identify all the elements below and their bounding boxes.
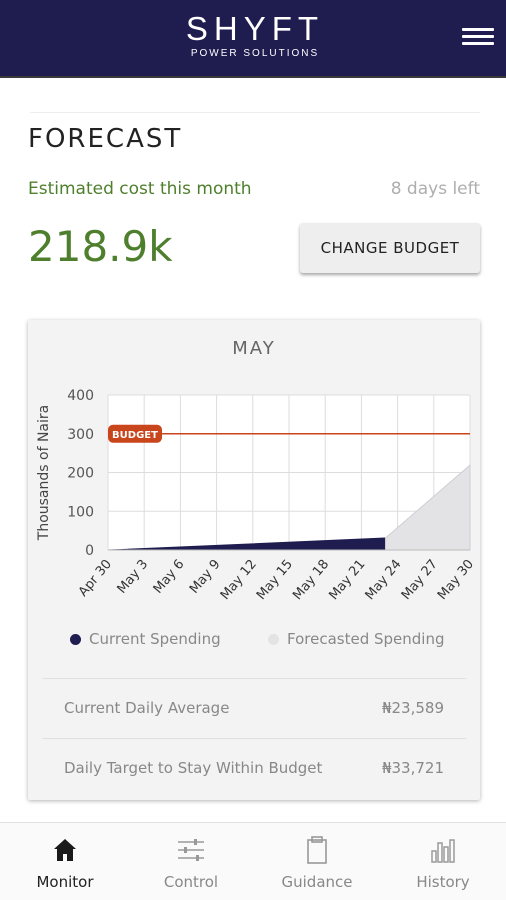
x-tick-label: May 15	[254, 557, 296, 603]
nav-history[interactable]: History	[380, 823, 506, 900]
stat-row-daily-target: Daily Target to Stay Within Budget ₦33,7…	[42, 738, 466, 798]
nav-guidance[interactable]: Guidance	[254, 823, 380, 900]
nav-control-label: Control	[163, 873, 219, 891]
daily-target-value: ₦33,721	[381, 759, 444, 777]
nav-history-label: History	[416, 873, 470, 891]
legend-current: Current Spending	[70, 630, 221, 648]
hamburger-menu-icon[interactable]	[458, 24, 498, 54]
x-tick-label: May 3	[115, 557, 152, 597]
legend-forecasted-label: Forecasted Spending	[287, 630, 445, 648]
forecasted-spending-swatch	[268, 634, 279, 645]
nav-control[interactable]: Control	[128, 823, 254, 900]
nav-monitor[interactable]: Monitor	[2, 823, 128, 900]
clipboard-icon	[307, 836, 327, 864]
y-tick-label: 300	[67, 427, 94, 443]
x-tick-label: May 24	[363, 557, 405, 603]
x-tick-label: May 6	[151, 557, 188, 597]
monthly-chart-card: MAY 0 100 200 300 400 Apr 30 May 3 May 6 May 9 Ma…	[28, 320, 480, 800]
daily-average-label: Current Daily Average	[64, 699, 230, 717]
section-divider	[30, 112, 480, 113]
home-icon	[54, 839, 76, 861]
stat-row-daily-average: Current Daily Average ₦23,589	[42, 678, 466, 738]
budget-badge	[108, 424, 162, 443]
y-axis-label: Thousands of Naira	[36, 405, 52, 541]
x-tick-label: Apr 30	[76, 557, 115, 600]
bottom-navigation: Monitor Control Guidance History	[0, 822, 506, 900]
y-tick-label: 400	[67, 388, 94, 404]
x-tick-label: May 30	[435, 557, 477, 603]
nav-guidance-label: Guidance	[281, 873, 353, 891]
days-left-label: 8 days left	[390, 179, 480, 199]
y-tick-label: 200	[67, 466, 94, 482]
app-header: SHYFT POWER SOLUTIONS	[0, 0, 506, 78]
y-tick-label: 0	[85, 543, 94, 559]
y-tick-label: 100	[67, 504, 94, 520]
x-tick-label: May 27	[399, 557, 441, 603]
legend-current-label: Current Spending	[89, 630, 221, 648]
bar-chart-icon	[431, 839, 455, 863]
sliders-icon	[178, 839, 204, 861]
logo-tagline: POWER SOLUTIONS	[190, 48, 320, 59]
estimated-cost-label: Estimated cost this month	[28, 179, 252, 199]
budget-badge-label: BUDGET	[112, 430, 158, 441]
current-spending-swatch	[70, 634, 81, 645]
estimated-cost-value: 218.9k	[28, 222, 173, 271]
change-budget-button[interactable]: CHANGE BUDGET	[300, 223, 480, 273]
forecast-title: FORECAST	[28, 124, 183, 154]
legend-forecasted: Forecasted Spending	[268, 630, 445, 648]
chart-month-title: MAY	[232, 338, 276, 359]
nav-monitor-label: Monitor	[36, 873, 94, 891]
x-tick-label: May 21	[326, 557, 368, 603]
x-tick-label: May 9	[187, 557, 224, 597]
logo-wordmark: SHYFT	[185, 10, 325, 47]
x-tick-label: May 18	[290, 557, 332, 603]
daily-target-label: Daily Target to Stay Within Budget	[64, 759, 323, 777]
daily-average-value: ₦23,589	[381, 699, 444, 717]
shyft-logo: SHYFT POWER SOLUTIONS	[180, 10, 330, 66]
x-tick-label: May 12	[218, 557, 260, 603]
